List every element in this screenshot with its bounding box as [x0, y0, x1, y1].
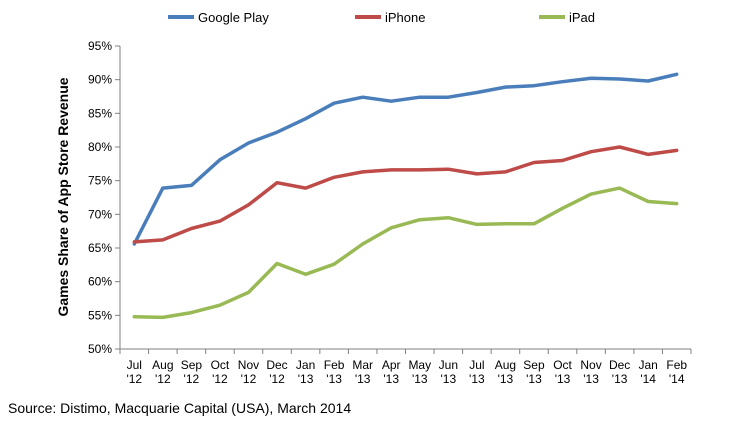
x-tick-label-year: '14: [669, 372, 685, 386]
x-tick-label-month: Mar: [352, 358, 373, 372]
y-tick-label: 70%: [88, 207, 112, 221]
y-tick-label: 65%: [88, 241, 112, 255]
x-tick-label-month: Sep: [523, 358, 545, 372]
x-tick-label-year: '13: [298, 372, 314, 386]
x-tick-label-month: Feb: [666, 358, 687, 372]
legend-label: Google Play: [198, 10, 269, 25]
x-tick-label-month: Aug: [495, 358, 516, 372]
x-tick-label: Mar '13: [352, 358, 373, 386]
legend-label: iPhone: [385, 10, 425, 25]
y-tick-label: 75%: [88, 174, 112, 188]
x-tick-label-year: '13: [383, 372, 399, 386]
x-tick-label-month: Apr: [382, 358, 401, 372]
x-tick-label-month: Sep: [181, 358, 203, 372]
x-tick-label-month: Dec: [266, 358, 287, 372]
x-tick-label: Jan '14: [638, 358, 657, 386]
x-tick-label-year: '12: [212, 372, 228, 386]
x-tick-label-month: Dec: [609, 358, 630, 372]
x-tick-label: Dec '13: [609, 358, 630, 386]
x-tick-label: Sep '13: [523, 358, 545, 386]
x-tick-label: Nov '12: [238, 358, 259, 386]
x-tick-label-month: Oct: [553, 358, 572, 372]
x-tick-label-year: '13: [355, 372, 371, 386]
x-tick-label-year: '13: [326, 372, 342, 386]
x-tick-label: Nov '13: [580, 358, 601, 386]
y-tick-label: 80%: [88, 140, 112, 154]
x-tick-label-month: Jan: [638, 358, 657, 372]
legend-label: iPad: [569, 10, 595, 25]
x-tick-label: Jan '13: [296, 358, 315, 386]
x-tick-label-month: Aug: [152, 358, 173, 372]
x-tick-label: Jun '13: [439, 358, 458, 386]
x-tick-label: Oct '12: [211, 358, 230, 386]
series-line-ipad: [132, 186, 679, 320]
y-tick-label: 50%: [88, 342, 112, 356]
y-axis-label: Games Share of App Store Revenue: [55, 77, 71, 316]
x-tick-label-year: '13: [612, 372, 628, 386]
series-group: [132, 72, 679, 320]
x-tick-label-year: '13: [412, 372, 428, 386]
x-tick-label-year: '12: [184, 372, 200, 386]
x-tick-label-year: '13: [441, 372, 457, 386]
x-tick-label: Feb '13: [324, 358, 345, 386]
x-tick-label-month: Feb: [324, 358, 345, 372]
x-tick-label: Oct '13: [553, 358, 572, 386]
x-tick-label-year: '12: [241, 372, 257, 386]
series-line-iphone: [132, 145, 679, 244]
y-tick-label: 85%: [88, 106, 112, 120]
x-tick-label: Apr '13: [382, 358, 401, 386]
x-tick-label-year: '12: [269, 372, 285, 386]
x-tick-label-year: '14: [640, 372, 656, 386]
x-tick-label: May '13: [408, 358, 431, 386]
x-tick-label-month: Oct: [211, 358, 230, 372]
x-tick-label-year: '13: [498, 372, 514, 386]
x-tick-label: Feb '14: [666, 358, 687, 386]
x-tick-label-month: Jul: [469, 358, 484, 372]
x-tick-label: Sep '12: [181, 358, 203, 386]
y-tick-label: 60%: [88, 275, 112, 289]
x-tick-label-month: Nov: [580, 358, 601, 372]
y-tick-label: 55%: [88, 308, 112, 322]
source-note: Source: Distimo, Macquarie Capital (USA)…: [8, 400, 352, 416]
legend: Google Play iPhone iPad: [168, 10, 595, 25]
x-tick-label: Aug '13: [495, 358, 516, 386]
x-tick-label-year: '12: [155, 372, 171, 386]
x-tick-label-month: Nov: [238, 358, 259, 372]
x-tick-label: Jul '13: [469, 358, 485, 386]
y-axis: 50% 55% 60% 65% 70% 75% 80% 85% 90% 95%: [88, 39, 121, 356]
series-line-google-play: [132, 72, 679, 246]
x-tick-label-month: May: [408, 358, 431, 372]
x-tick-label-month: Jul: [127, 358, 142, 372]
y-tick-label: 95%: [88, 39, 112, 53]
x-tick-label-year: '13: [469, 372, 485, 386]
x-tick-label-year: '12: [126, 372, 142, 386]
x-tick-label: Dec '12: [266, 358, 287, 386]
x-tick-label-month: Jan: [296, 358, 315, 372]
x-tick-label-year: '13: [526, 372, 542, 386]
y-tick-label: 90%: [88, 73, 112, 87]
x-tick-label: Jul '12: [126, 358, 142, 386]
x-tick-label-month: Jun: [439, 358, 458, 372]
x-tick-label-year: '13: [583, 372, 599, 386]
x-tick-label-year: '13: [555, 372, 571, 386]
x-tick-label: Aug '12: [152, 358, 173, 386]
